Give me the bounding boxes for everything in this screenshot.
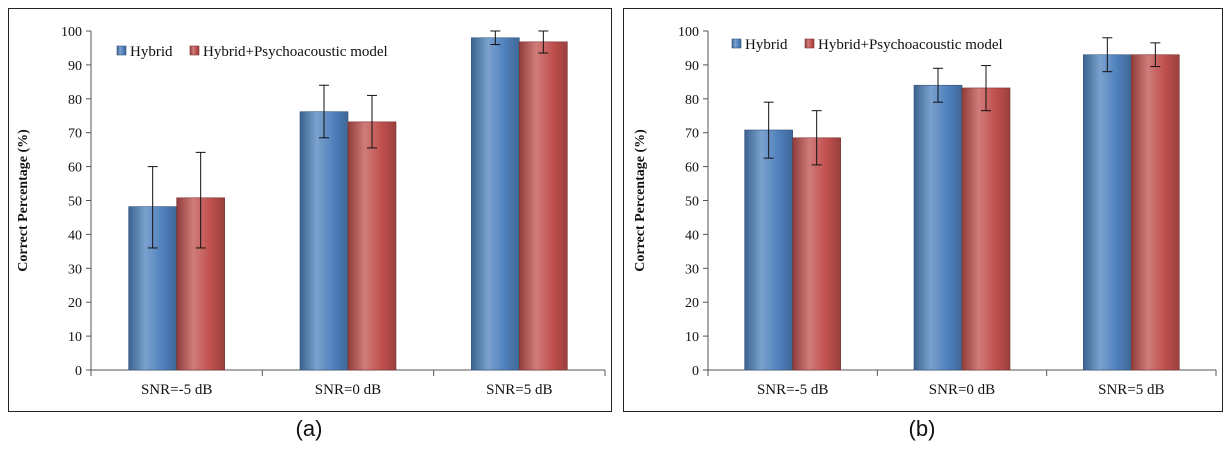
legend-label-hybrid: Hybrid — [130, 44, 173, 60]
bar-hybrid — [913, 84, 963, 371]
bar-chart-a: 0 10 20 30 40 50 60 70 80 90 100 SNR=-5 dB SNR=0 dB S… — [16, 25, 606, 398]
legend-label-hybrid-psychoacoustic: Hybrid+Psychoacoustic model — [818, 37, 1003, 53]
legend-swatch-hybrid — [116, 45, 127, 56]
y-axis-label: Correct Percentage (%) — [633, 129, 648, 272]
bar-hybrid-psychoacoustic — [961, 87, 1011, 371]
y-tick-label: 10 — [68, 330, 82, 345]
legend-label-hybrid: Hybrid — [745, 37, 788, 53]
y-tick-label: 80 — [685, 93, 699, 108]
bar-hybrid — [1083, 54, 1132, 371]
y-tick-label: 40 — [685, 228, 699, 243]
x-category-label: SNR=0 dB — [929, 382, 995, 398]
y-tick-label: 90 — [685, 59, 699, 74]
bar-hybrid-psychoacoustic — [1131, 54, 1180, 371]
y-tick-label: 10 — [685, 330, 699, 345]
legend-swatch-hybrid-psychoacoustic — [804, 38, 815, 49]
y-tick-label: 20 — [68, 296, 82, 311]
bar-hybrid — [299, 111, 349, 371]
y-tick-label: 100 — [678, 25, 699, 40]
figure-caption-a: (a) — [295, 416, 323, 441]
chart-panel-a: 0 10 20 30 40 50 60 70 80 90 100 SNR=-5 dB SNR=0 dB S… — [8, 8, 612, 412]
y-tick-label: 50 — [68, 195, 82, 210]
figure-caption-b: (b) — [908, 416, 936, 441]
x-category-label: SNR=0 dB — [315, 382, 381, 398]
bar-chart-b: 0 10 20 30 40 50 60 70 80 90 100 SNR=-5 dB SNR=0 dB S… — [633, 25, 1217, 398]
bar-hybrid — [471, 37, 520, 371]
y-tick-label: 100 — [61, 25, 82, 40]
legend-label-hybrid-psychoacoustic: Hybrid+Psychoacoustic model — [203, 44, 388, 60]
y-tick-label: 90 — [68, 59, 82, 74]
bar-hybrid-psychoacoustic — [347, 121, 397, 371]
y-tick-label: 40 — [68, 228, 82, 243]
y-tick-label: 30 — [68, 262, 82, 277]
y-tick-label: 80 — [68, 93, 82, 108]
x-category-label: SNR=-5 dB — [141, 382, 212, 398]
y-tick-label: 60 — [68, 161, 82, 176]
bar-hybrid-psychoacoustic — [792, 137, 841, 371]
y-tick-label: 0 — [692, 364, 699, 379]
y-tick-label: 60 — [685, 161, 699, 176]
y-tick-label: 30 — [685, 262, 699, 277]
y-tick-label: 70 — [685, 127, 699, 142]
bar-hybrid — [744, 129, 793, 371]
legend-swatch-hybrid-psychoacoustic — [189, 45, 200, 56]
y-tick-label: 70 — [68, 127, 82, 142]
legend-swatch-hybrid — [731, 38, 742, 49]
y-tick-label: 50 — [685, 195, 699, 210]
x-category-label: SNR=-5 dB — [757, 382, 828, 398]
y-tick-label: 20 — [685, 296, 699, 311]
y-axis-label: Correct Percentage (%) — [16, 129, 31, 272]
x-category-label: SNR=5 dB — [486, 382, 552, 398]
chart-panel-b: 0 10 20 30 40 50 60 70 80 90 100 SNR=-5 dB SNR=0 dB S… — [623, 8, 1223, 412]
bar-hybrid-psychoacoustic — [519, 41, 568, 371]
x-category-label: SNR=5 dB — [1098, 382, 1164, 398]
y-tick-label: 0 — [75, 364, 82, 379]
